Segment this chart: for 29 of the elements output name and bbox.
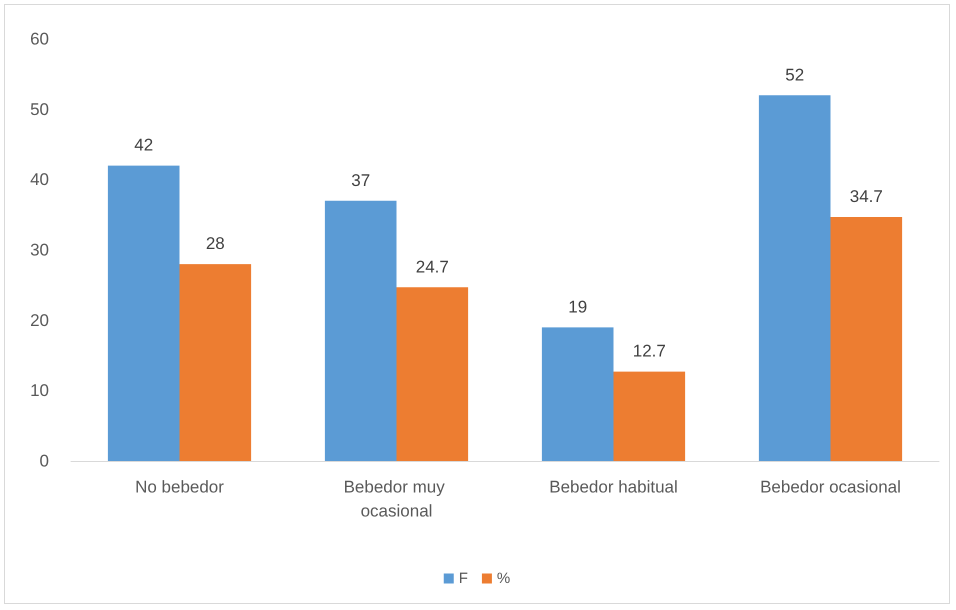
y-tick-label: 40 xyxy=(30,170,49,190)
legend-label: F xyxy=(458,570,468,587)
x-tick-label: Bebedor ocasional xyxy=(760,478,901,496)
bar xyxy=(830,216,902,461)
bar xyxy=(108,166,180,461)
bar xyxy=(324,200,396,461)
data-label: 12.7 xyxy=(632,342,666,361)
data-label: 28 xyxy=(206,234,225,254)
data-label: 42 xyxy=(134,136,154,155)
y-tick-label: 30 xyxy=(30,240,49,260)
data-label: 52 xyxy=(785,65,804,84)
bar xyxy=(180,264,252,461)
data-label: 24.7 xyxy=(416,257,449,276)
legend-label: % xyxy=(496,570,510,587)
data-label: 34.7 xyxy=(850,186,883,206)
x-tick-label: No bebedor xyxy=(135,478,224,496)
bar xyxy=(614,372,686,461)
y-tick-label: 50 xyxy=(30,100,49,119)
bar xyxy=(396,287,468,461)
y-tick-label: 60 xyxy=(30,30,49,48)
x-tick-label: Bebedor habitual xyxy=(549,478,678,496)
data-label: 19 xyxy=(568,297,588,316)
x-tick-label: Bebedor muy ocasional xyxy=(344,478,450,520)
data-label: 37 xyxy=(351,170,370,190)
y-tick-label: 10 xyxy=(30,381,49,400)
bar xyxy=(758,95,830,461)
y-tick-label: 0 xyxy=(40,452,49,470)
y-tick-label: 20 xyxy=(30,310,49,330)
bar xyxy=(542,327,614,461)
